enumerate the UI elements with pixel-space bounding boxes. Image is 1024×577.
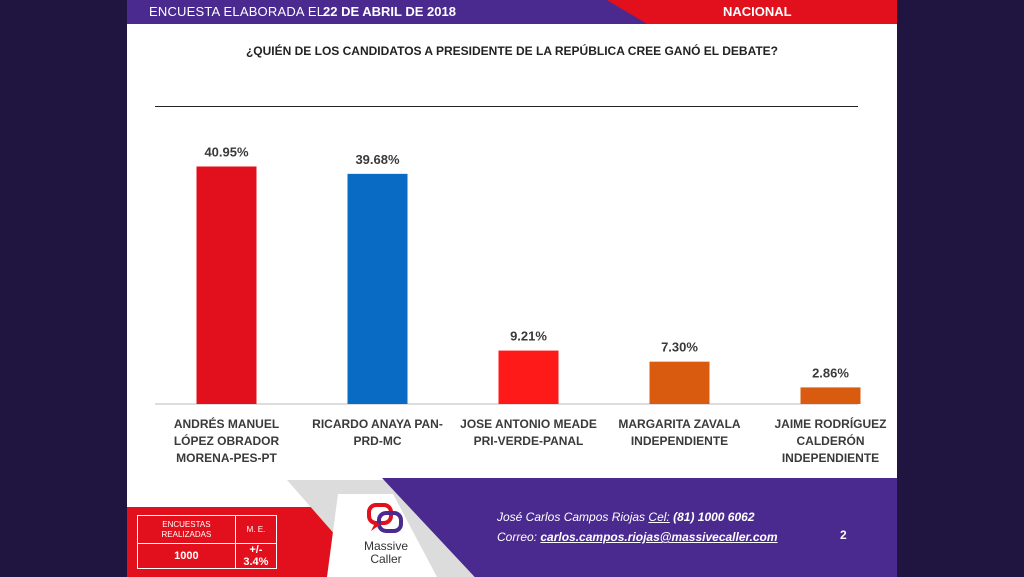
contact-cel: (81) 1000 6062 (673, 510, 755, 524)
contact-mail-link[interactable]: carlos.campos.riojas@massivecaller.com (540, 530, 778, 544)
slide: ENCUESTA ELABORADA EL 22 DE ABRIL DE 201… (127, 0, 897, 577)
category-label-0-0: ANDRÉS MANUEL (174, 416, 279, 431)
bar-1 (347, 173, 408, 404)
survey-date: 22 DE ABRIL DE 2018 (323, 4, 456, 19)
logo-name-line1: Massive (363, 539, 408, 553)
bar-0 (196, 166, 257, 404)
data-label-1: 39.68% (355, 152, 400, 167)
bar-3 (649, 361, 710, 404)
contact-mail-line: Correo: carlos.campos.riojas@massivecall… (497, 530, 778, 544)
category-label-1-0: RICARDO ANAYA PAN- (312, 417, 443, 431)
data-label-3: 7.30% (661, 340, 698, 355)
category-label-3-0: MARGARITA ZAVALA (618, 417, 741, 431)
survey-scope: NACIONAL (723, 4, 792, 19)
survey-date-label: ENCUESTA ELABORADA EL (149, 4, 325, 19)
bar-2 (498, 350, 559, 404)
contact-name: José Carlos Campos Riojas (497, 510, 646, 524)
contact-cel-label: Cel: (648, 510, 670, 524)
footer-purple-band (382, 478, 897, 577)
contact-mail-label: Correo: (497, 530, 538, 544)
speech-bubbles-icon (367, 503, 403, 533)
category-label-0-1: LÓPEZ OBRADOR (174, 433, 280, 448)
category-label-4-0: JAIME RODRÍGUEZ (774, 416, 886, 431)
page-number: 2 (840, 528, 847, 542)
chart-top-rule (155, 106, 858, 107)
bar-4 (800, 387, 861, 404)
data-label-4: 2.86% (812, 365, 849, 380)
header-bar (127, 0, 647, 24)
stats-header-margin: M. E. (234, 515, 278, 544)
logo-name-line2: Caller (370, 552, 402, 566)
bar-chart: 40.95% ANDRÉS MANUEL LÓPEZ OBRADOR MORENA-P… (155, 144, 887, 465)
header-accent (607, 0, 897, 24)
stats-value-margin: +/- 3.4% (234, 543, 278, 569)
category-label-4-1: CALDERÓN (797, 433, 865, 448)
massive-caller-logo: Massive Caller (355, 501, 417, 571)
category-label-2-1: PRI-VERDE-PANAL (474, 434, 584, 448)
category-label-4-2: INDEPENDIENTE (782, 451, 879, 465)
stats-header-surveys: ENCUESTAS REALIZADAS (137, 515, 236, 544)
category-label-3-1: INDEPENDIENTE (631, 434, 728, 448)
chart-title: ¿QUIÉN DE LOS CANDIDATOS A PRESIDENTE DE… (245, 44, 779, 58)
contact-phone-line: José Carlos Campos Riojas Cel: (81) 1000… (497, 510, 755, 524)
category-label-1-1: PRD-MC (354, 434, 402, 448)
category-label-0-2: MORENA-PES-PT (176, 451, 277, 465)
data-label-2: 9.21% (510, 329, 547, 344)
sample-stats-table: ENCUESTAS REALIZADAS M. E. 1000 +/- 3.4% (137, 515, 278, 569)
data-label-0: 40.95% (204, 144, 249, 159)
category-label-2-0: JOSE ANTONIO MEADE (460, 417, 597, 431)
stats-value-surveys: 1000 (137, 543, 236, 569)
